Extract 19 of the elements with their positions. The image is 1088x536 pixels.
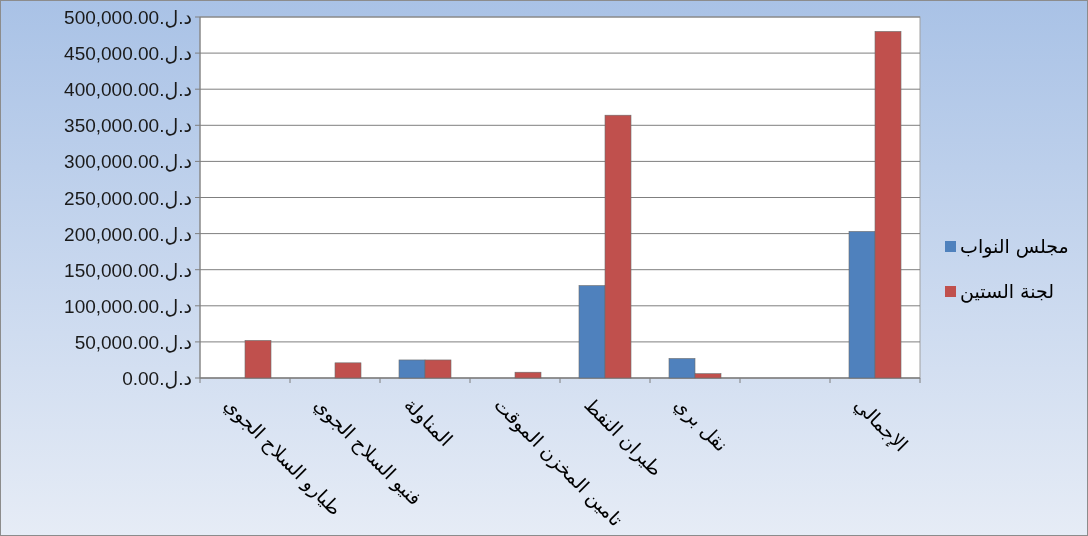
- legend-label: مجلس النواب: [960, 235, 1069, 258]
- bar: [334, 362, 362, 379]
- bar: [244, 340, 272, 379]
- y-tick-label: 50,000.00.د.ل: [74, 331, 192, 353]
- y-tick-label: 100,000.00.د.ل: [64, 295, 192, 317]
- y-tick-label: 150,000.00.د.ل: [64, 259, 192, 281]
- y-tick-label: 250,000.00.د.ل: [64, 187, 192, 209]
- x-tick-label: نقل بري: [669, 393, 733, 457]
- y-tick-label: 300,000.00.د.ل: [64, 151, 192, 173]
- y-tick-label: 350,000.00.د.ل: [64, 115, 192, 137]
- y-tick-label: 500,000.00.د.ل: [64, 7, 192, 28]
- y-tick-label: 400,000.00.د.ل: [64, 79, 192, 101]
- legend-label: لجنة الستين: [960, 280, 1054, 303]
- y-tick-label: 200,000.00.د.ل: [64, 223, 192, 245]
- bar: [514, 371, 542, 379]
- y-tick-label: 450,000.00.د.ل: [64, 43, 192, 65]
- x-tick-label: المناولة: [399, 393, 458, 452]
- x-tick-label: الإجمالي: [849, 393, 913, 457]
- y-tick-label: 0.00.د.ل: [122, 368, 192, 389]
